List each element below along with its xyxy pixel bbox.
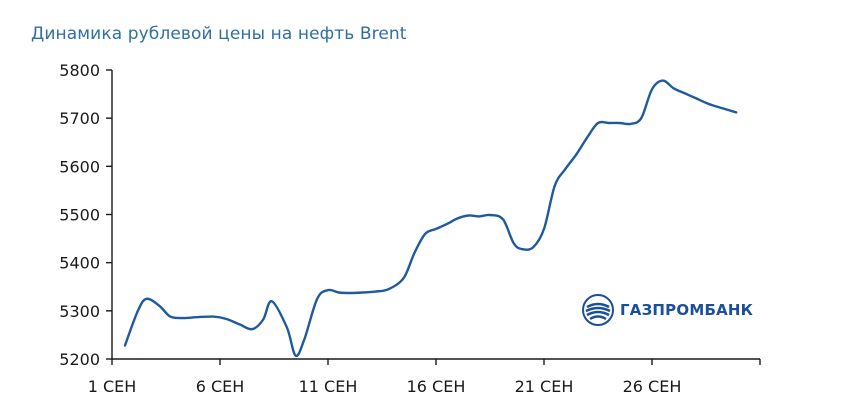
chart-title: Динамика рублевой цены на нефть Brent — [31, 24, 407, 44]
gazprombank-logo-icon — [582, 294, 614, 326]
x-tick-label: 16 СЕН — [407, 377, 466, 396]
x-tick-label: 1 СЕН — [88, 377, 137, 396]
y-tick-label: 5500 — [59, 206, 100, 225]
y-tick-label: 5600 — [59, 157, 100, 176]
brand-name: ГАЗПРОМБАНК — [620, 301, 754, 319]
y-axis: 5200 5300 5400 5500 5600 5700 5800 — [59, 61, 113, 369]
y-tick-label: 5400 — [59, 254, 100, 273]
x-tick-label: 26 СЕН — [623, 377, 682, 396]
series-group — [123, 79, 738, 358]
y-tick-label: 5700 — [59, 109, 100, 128]
y-tick-label: 5200 — [59, 350, 100, 369]
series-line — [123, 79, 738, 358]
x-tick-label: 6 СЕН — [196, 377, 245, 396]
x-tick-label: 21 СЕН — [515, 377, 574, 396]
x-axis: 1 СЕН 6 СЕН 11 СЕН 16 СЕН 21 СЕН 26 СЕН — [88, 358, 761, 396]
y-tick-label: 5300 — [59, 302, 100, 321]
y-tick-label: 5800 — [59, 61, 100, 80]
brand-logo: ГАЗПРОМБАНК — [582, 294, 753, 326]
x-tick-label: 11 СЕН — [299, 377, 358, 396]
